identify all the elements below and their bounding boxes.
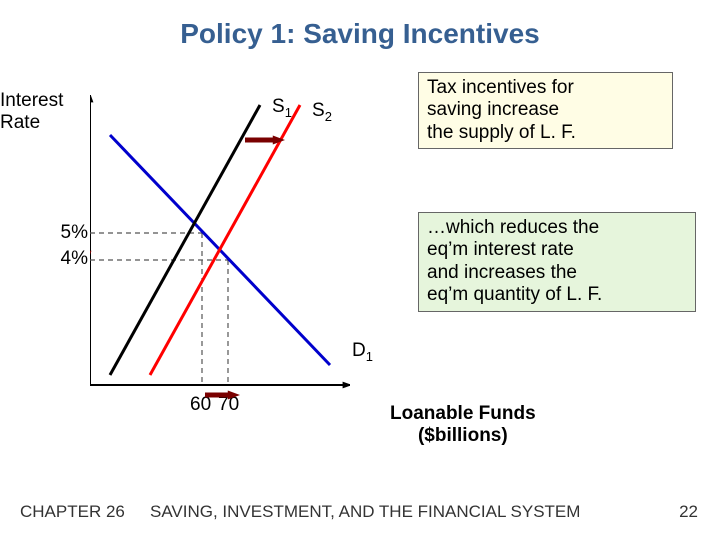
footer-page: 22 [679,502,698,522]
d1-label-sub: 1 [366,349,373,364]
x-axis-label: Loanable Funds ($billions) [390,403,536,447]
note1-line2: saving increase [427,99,559,120]
note-box-1: Tax incentives for saving increase the s… [418,72,673,149]
y-tick-4: 4% [48,248,88,270]
note1-line3: the supply of L. F. [427,122,576,143]
note2-line4: eq’m quantity of L. F. [427,284,602,305]
y-axis-label: Interest Rate [0,90,63,134]
d1-label: D1 [352,340,373,364]
y-axis-label-line1: Interest [0,90,63,111]
note1-line1: Tax incentives for [427,77,574,98]
y-axis-label-line2: Rate [0,112,40,133]
y-tick-5: 5% [48,222,88,244]
note2-line3: and increases the [427,262,577,283]
footer-chapter: CHAPTER 26 [20,502,125,522]
x-axis-label-line2: ($billions) [418,425,508,446]
d1-label-text: D [352,340,366,361]
footer-title: SAVING, INVESTMENT, AND THE FINANCIAL SY… [150,502,580,522]
x-axis-label-line1: Loanable Funds [390,403,536,424]
note2-line1: …which reduces the [427,217,599,238]
chart-container [90,95,350,405]
supply-demand-chart [90,95,350,415]
note-box-2: …which reduces the eq’m interest rate an… [418,212,696,312]
slide-title: Policy 1: Saving Incentives [0,0,720,50]
note2-line2: eq’m interest rate [427,239,574,260]
